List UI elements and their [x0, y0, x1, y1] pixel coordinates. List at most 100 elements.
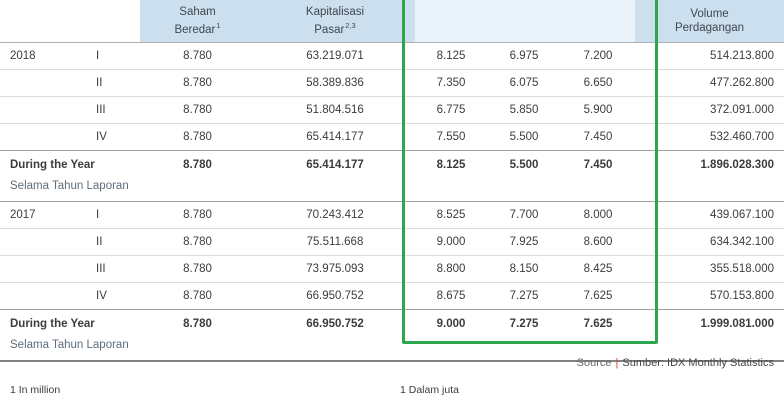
quarter-cell: I: [96, 50, 100, 62]
summary-label-en: During the Year: [10, 318, 95, 330]
price-cell-2: 5.500: [509, 131, 539, 143]
header-year-cell: [0, 0, 80, 42]
price-cell-1: 8.525: [436, 209, 466, 221]
header-line-1: Volume: [690, 8, 729, 20]
table-header-row: Saham Beredar1 Kapitalisasi Pasar2,3 Vol…: [0, 0, 784, 43]
price-cell-1: 9.000: [436, 236, 466, 248]
table-row-2017-q3: III 8.780 73.975.093 8.800 8.150 8.425 3…: [0, 256, 784, 283]
footnote-ref: 2,3: [345, 21, 356, 31]
marketcap-cell: 65.414.177: [306, 131, 364, 143]
shares-cell: 8.780: [183, 77, 212, 89]
volume-cell: 532.460.700: [710, 131, 774, 143]
marketcap-cell: 66.950.752: [306, 318, 364, 330]
header-price-col-2: [487, 0, 561, 42]
header-price-col-3: [561, 0, 635, 42]
marketcap-cell: 73.975.093: [306, 263, 364, 275]
stock-statistics-table: Saham Beredar1 Kapitalisasi Pasar2,3 Vol…: [0, 0, 784, 362]
quarter-cell: III: [96, 263, 106, 275]
quarter-cell: IV: [96, 131, 107, 143]
price-cell-1: 7.550: [436, 131, 466, 143]
price-cell-1: 9.000: [436, 318, 466, 330]
source-divider: |: [615, 357, 619, 369]
shares-cell: 8.780: [183, 159, 212, 171]
shares-cell: 8.780: [183, 263, 212, 275]
summary-label: During the Year Selama Tahun Laporan: [0, 151, 140, 193]
table-row-2017-q1: 2017 I 8.780 70.243.412 8.525 7.700 8.00…: [0, 202, 784, 229]
header-line-2: Beredar1: [174, 21, 221, 36]
table-row-2018-q1: 2018 I 8.780 63.219.071 8.125 6.975 7.20…: [0, 43, 784, 70]
quarter-cell: II: [96, 77, 103, 89]
price-cell-1: 6.775: [436, 104, 466, 116]
source-label-en: Source: [576, 357, 612, 369]
shares-cell: 8.780: [183, 50, 212, 62]
price-cell-3: 7.625: [583, 290, 613, 302]
header-line-1: Saham: [179, 6, 216, 19]
source-label-id: Sumber: IDX Monthly Statistics: [622, 357, 774, 369]
volume-cell: 355.518.000: [710, 263, 774, 275]
marketcap-cell: 58.389.836: [306, 77, 364, 89]
source-line: Source | Sumber: IDX Monthly Statistics: [577, 357, 774, 369]
shares-cell: 8.780: [183, 318, 212, 330]
summary-label: During the Year Selama Tahun Laporan: [0, 310, 140, 352]
header-quarter-cell: [80, 0, 140, 42]
header-market-cap: Kapitalisasi Pasar2,3: [255, 0, 415, 42]
price-cell-1: 8.125: [436, 50, 466, 62]
summary-label-en: During the Year: [10, 159, 95, 171]
volume-cell: 634.342.100: [710, 236, 774, 248]
summary-label-id: Selama Tahun Laporan: [10, 180, 129, 192]
header-price-col-1: [415, 0, 487, 42]
price-cell-3: 7.625: [583, 318, 613, 330]
price-cell-1: 8.800: [436, 263, 466, 275]
table-row-2017-q2: II 8.780 75.511.668 9.000 7.925 8.600 63…: [0, 229, 784, 256]
quarter-cell: I: [96, 209, 100, 221]
price-cell-1: 8.675: [436, 290, 466, 302]
table-row-2017-q4: IV 8.780 66.950.752 8.675 7.275 7.625 57…: [0, 283, 784, 309]
shares-cell: 8.780: [183, 104, 212, 116]
volume-cell: 514.213.800: [710, 50, 774, 62]
marketcap-cell: 65.414.177: [306, 159, 364, 171]
table-row-2018-q2: II 8.780 58.389.836 7.350 6.075 6.650 47…: [0, 70, 784, 97]
volume-cell: 1.896.028.300: [700, 159, 774, 171]
table-row-2018-q3: III 8.780 51.804.516 6.775 5.850 5.900 3…: [0, 97, 784, 124]
volume-cell: 1.999.081.000: [700, 318, 774, 330]
marketcap-cell: 75.511.668: [306, 236, 364, 248]
price-cell-2: 8.150: [509, 263, 539, 275]
price-cell-2: 7.925: [509, 236, 539, 248]
footnote-en: 1 In million: [10, 384, 61, 396]
price-cell-3: 7.450: [583, 131, 613, 143]
table-row-2018-q4: IV 8.780 65.414.177 7.550 5.500 7.450 53…: [0, 124, 784, 150]
summary-label-id: Selama Tahun Laporan: [10, 339, 129, 351]
header-trading-volume: Volume Perdagangan: [635, 0, 784, 42]
shares-cell: 8.780: [183, 209, 212, 221]
summary-row-2018: During the Year Selama Tahun Laporan 8.7…: [0, 150, 784, 202]
price-cell-2: 7.275: [509, 290, 539, 302]
volume-cell: 372.091.000: [710, 104, 774, 116]
summary-row-2017: During the Year Selama Tahun Laporan 8.7…: [0, 309, 784, 362]
price-cell-3: 8.600: [583, 236, 613, 248]
quarter-cell: II: [96, 236, 103, 248]
price-cell-1: 7.350: [436, 77, 466, 89]
header-line-1: Kapitalisasi: [305, 6, 365, 19]
quarter-cell: III: [96, 104, 106, 116]
price-cell-1: 8.125: [436, 159, 466, 171]
volume-cell: 439.067.100: [710, 209, 774, 221]
quarter-cell: IV: [96, 290, 107, 302]
price-cell-3: 8.425: [583, 263, 613, 275]
price-cell-3: 5.900: [583, 104, 613, 116]
shares-cell: 8.780: [183, 236, 212, 248]
shares-cell: 8.780: [183, 131, 212, 143]
volume-cell: 477.262.800: [710, 77, 774, 89]
marketcap-cell: 66.950.752: [306, 290, 364, 302]
header-line-2: Pasar2,3: [314, 21, 356, 36]
year-cell: 2017: [10, 209, 36, 221]
header-line-2: Perdagangan: [674, 22, 745, 34]
footnotes: 1 In million 1 Dalam juta: [0, 384, 784, 402]
marketcap-cell: 70.243.412: [306, 209, 364, 221]
header-shares-outstanding: Saham Beredar1: [140, 0, 255, 42]
footnote-ref: 1: [216, 21, 221, 31]
price-cell-3: 7.450: [583, 159, 613, 171]
price-cell-3: 6.650: [583, 77, 613, 89]
price-cell-2: 5.850: [509, 104, 539, 116]
price-cell-3: 7.200: [583, 50, 613, 62]
